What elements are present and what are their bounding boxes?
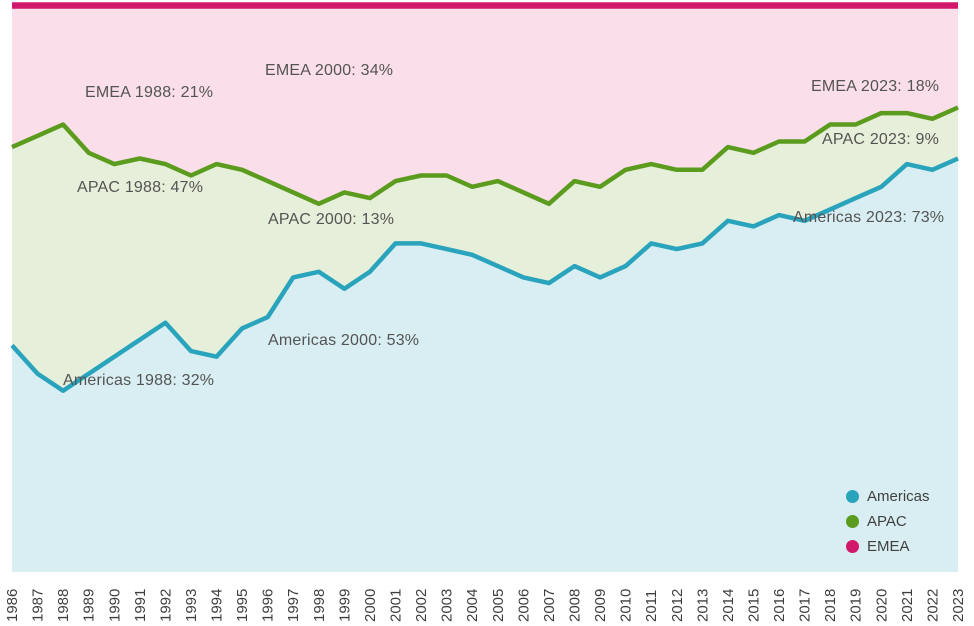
x-axis-label: 2005 <box>490 589 507 622</box>
x-axis-label: 1992 <box>157 589 174 622</box>
annotation-americas-2023: Americas 2023: 73% <box>793 209 945 226</box>
annotation-apac-1988: APAC 1988: 47% <box>77 179 204 196</box>
x-axis-label: 1998 <box>311 589 328 622</box>
x-axis-label: 2003 <box>439 589 456 622</box>
americas-area[interactable] <box>12 158 958 573</box>
x-axis-label: 1997 <box>285 589 302 622</box>
x-axis-label: 2018 <box>822 589 839 622</box>
x-axis-label: 1995 <box>234 589 251 622</box>
x-axis-label: 2007 <box>541 589 558 622</box>
x-axis-label: 1996 <box>260 589 277 622</box>
x-axis-label: 2009 <box>592 589 609 622</box>
x-axis-label: 2010 <box>618 589 635 622</box>
x-axis-label: 2016 <box>771 589 788 622</box>
x-axis-label: 2000 <box>362 589 379 622</box>
x-axis-label: 2015 <box>746 589 763 622</box>
annotation-emea-2023: EMEA 2023: 18% <box>811 78 940 95</box>
x-axis-label: 2014 <box>720 589 737 622</box>
emea-area[interactable] <box>12 5 958 204</box>
annotation-apac-2000: APAC 2000: 13% <box>268 211 395 228</box>
x-axis-label: 2006 <box>515 589 532 622</box>
x-axis-label: 1990 <box>106 589 123 622</box>
x-axis-label: 2019 <box>848 589 865 622</box>
chart-legend: Americas APAC EMEA <box>846 488 930 555</box>
x-axis-label: 1987 <box>30 589 47 622</box>
annotation-emea-2000: EMEA 2000: 34% <box>265 62 394 79</box>
x-axis-label: 1999 <box>336 589 353 622</box>
legend-item-apac[interactable]: APAC <box>846 513 930 530</box>
legend-dot-icon <box>846 490 859 503</box>
x-axis-label: 1986 <box>4 589 21 622</box>
annotation-americas-1988: Americas 1988: 32% <box>63 372 215 389</box>
x-axis-label: 2023 <box>950 589 967 622</box>
x-axis-label: 2011 <box>643 590 660 622</box>
x-axis-label: 1988 <box>55 589 72 622</box>
x-axis-label: 2012 <box>669 589 686 622</box>
legend-item-emea[interactable]: EMEA <box>846 538 930 555</box>
x-axis-label: 1994 <box>209 589 226 622</box>
annotation-americas-2000: Americas 2000: 53% <box>268 332 420 349</box>
x-axis-label: 1989 <box>81 589 98 622</box>
x-axis-label: 1991 <box>132 589 149 622</box>
annotation-emea-1988: EMEA 1988: 21% <box>85 84 214 101</box>
x-axis-label: 2022 <box>924 589 941 622</box>
legend-label: Americas <box>867 488 930 505</box>
legend-label: EMEA <box>867 538 910 555</box>
x-axis-label: 2008 <box>567 589 584 622</box>
apac-area[interactable] <box>12 107 958 391</box>
x-axis-label: 2004 <box>464 589 481 622</box>
x-axis-label: 2002 <box>413 589 430 622</box>
annotation-apac-2023: APAC 2023: 9% <box>822 131 940 148</box>
x-axis-label: 2001 <box>388 589 405 622</box>
americas-line[interactable] <box>10 156 959 393</box>
x-axis-label: 2013 <box>694 589 711 622</box>
legend-label: APAC <box>867 513 907 530</box>
x-axis-label: 2017 <box>797 589 814 622</box>
apac-line[interactable] <box>11 105 959 207</box>
x-axis-label: 1993 <box>183 589 200 622</box>
x-axis-label: 2021 <box>899 589 916 622</box>
legend-item-americas[interactable]: Americas <box>846 488 930 505</box>
x-axis-label: 2020 <box>873 589 890 622</box>
legend-dot-icon <box>846 515 859 528</box>
legend-dot-icon <box>846 540 859 553</box>
